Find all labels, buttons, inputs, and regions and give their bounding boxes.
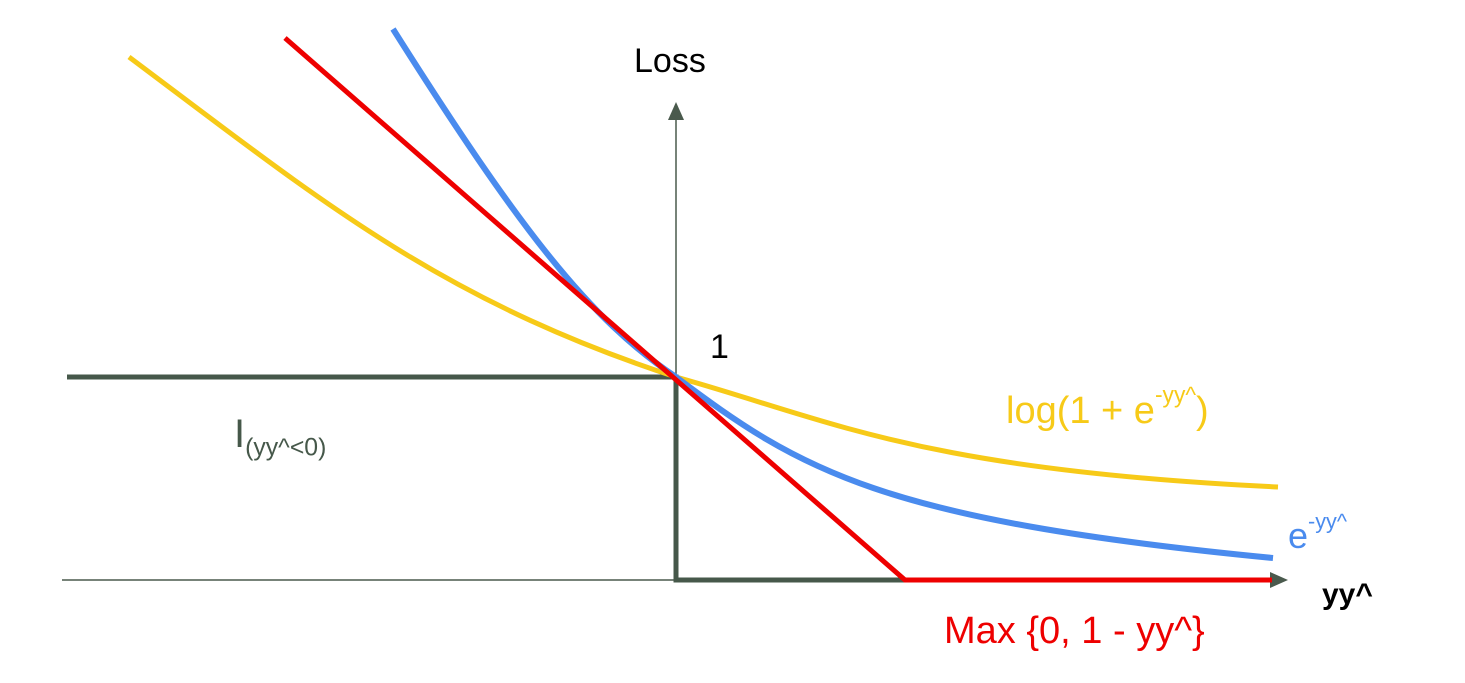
zero-one-loss-curve xyxy=(67,374,905,583)
x-axis-arrowhead xyxy=(1270,572,1288,588)
exponential-loss-label-exponent: -yy^ xyxy=(1308,508,1347,534)
exponential-loss-label: e-yy^ xyxy=(1288,510,1347,556)
exponential-loss-label-base: e xyxy=(1288,515,1309,556)
zero-one-loss-label: I(yy^<0) xyxy=(234,412,326,461)
x-axis-label: yy^ xyxy=(1322,578,1373,611)
zero-one-loss-label-subscript: (yy^<0) xyxy=(245,434,327,462)
y-axis-label: Loss xyxy=(634,42,706,80)
zero-one-loss-label-base: I xyxy=(234,412,246,456)
y-axis-arrowhead xyxy=(668,102,684,120)
exponential-loss-curve xyxy=(390,27,1274,561)
logistic-loss-label: log(1 + e-yy^) xyxy=(1006,383,1209,432)
hinge-loss-curve xyxy=(283,36,1272,583)
logistic-loss-label-exponent: -yy^ xyxy=(1154,381,1197,408)
logistic-loss-label-close: ) xyxy=(1196,390,1209,432)
y-tick-one-label: 1 xyxy=(710,328,729,366)
hinge-loss-label: Max {0, 1 - yy^} xyxy=(944,610,1205,652)
logistic-loss-label-base: log(1 + e xyxy=(1006,390,1155,432)
